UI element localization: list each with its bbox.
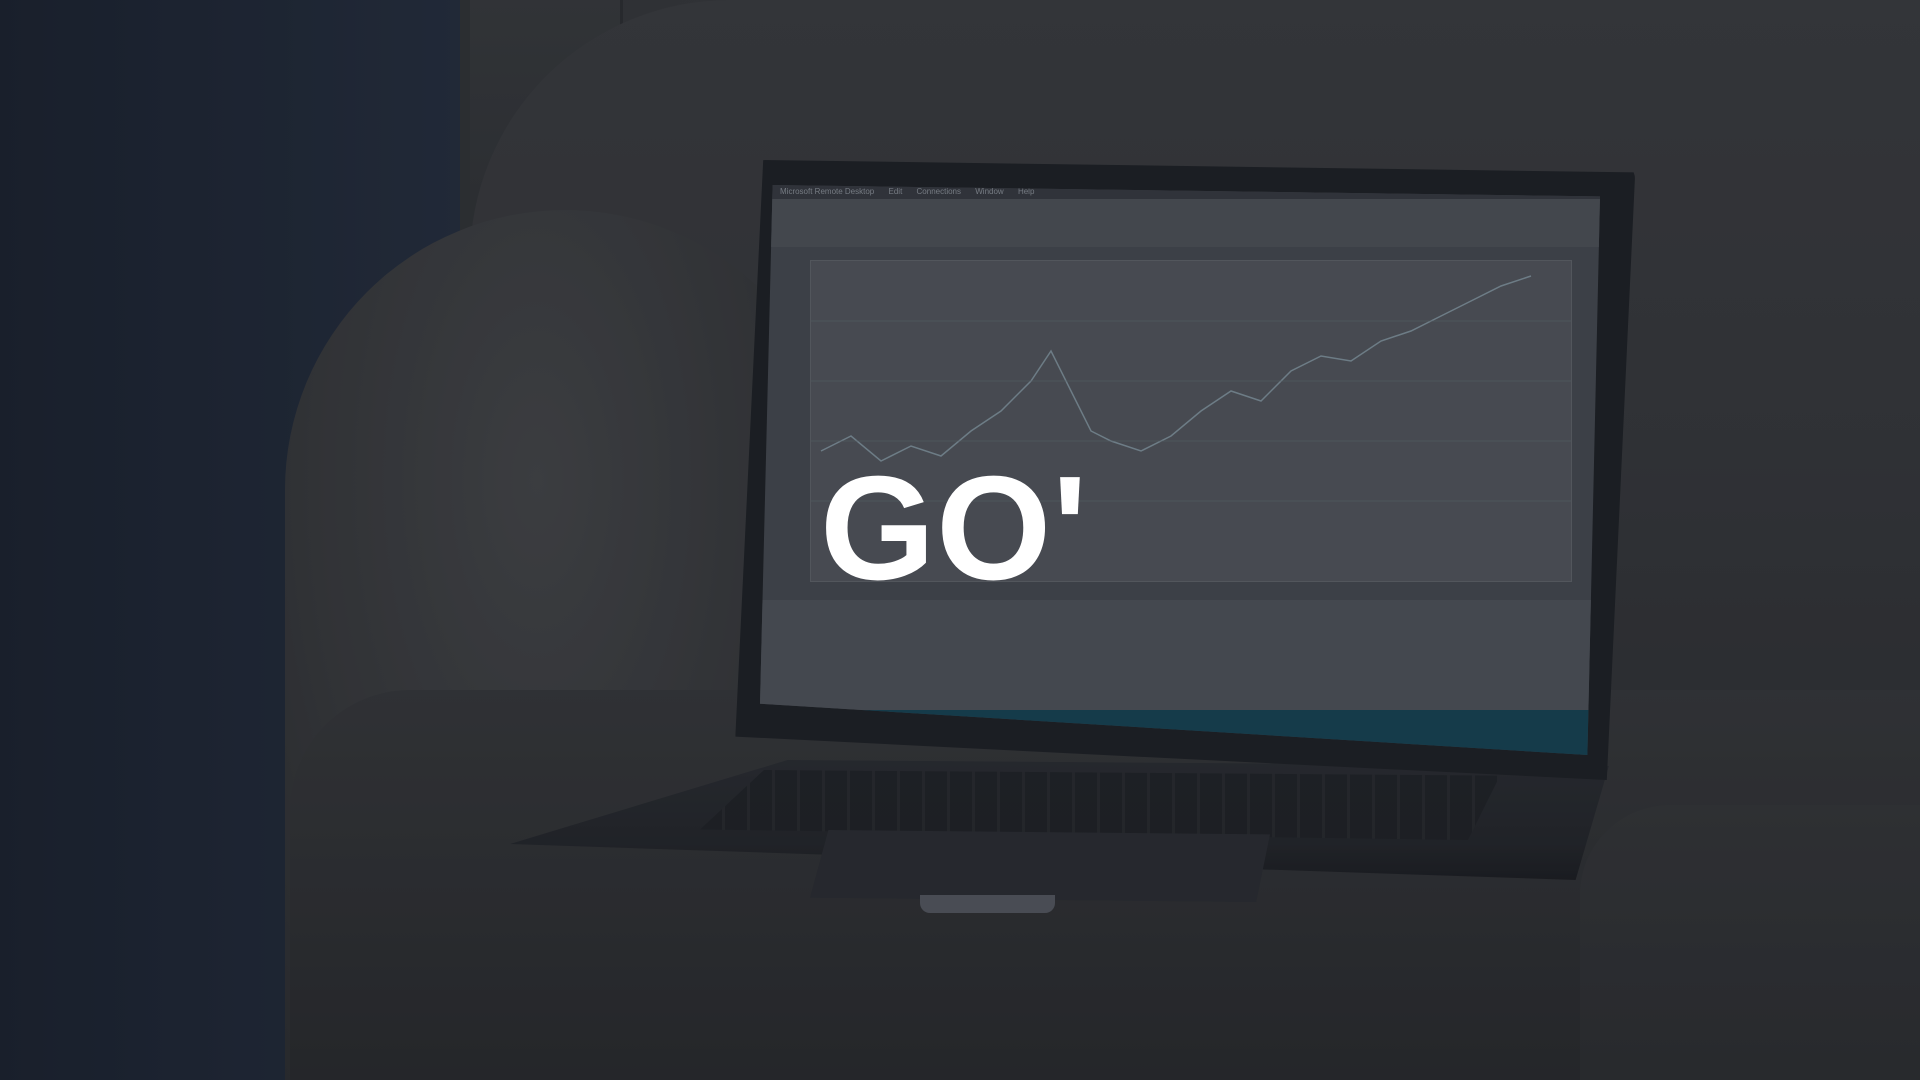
laptop-screen: Microsoft Remote Desktop Edit Connection…: [760, 185, 1600, 755]
trade-history-panel: [760, 600, 1600, 710]
laptop-notch: [920, 895, 1055, 913]
chart-price-line: [811, 275, 1571, 502]
laptop-trackpad: [810, 830, 1270, 902]
screen-menu-edit: Edit: [888, 187, 903, 196]
screen-app-title: Microsoft Remote Desktop: [780, 187, 875, 196]
sofa-cushion: [1580, 805, 1920, 1080]
laptop-keyboard: [700, 770, 1500, 840]
screen-menu-connections: Connections: [916, 187, 962, 196]
screen-menu-window: Window: [975, 187, 1004, 196]
headline-text: GO': [820, 446, 1089, 611]
trading-chart: [810, 260, 1572, 582]
screen-toolbar: [760, 199, 1600, 247]
screen-menu-help: Help: [1017, 187, 1035, 196]
